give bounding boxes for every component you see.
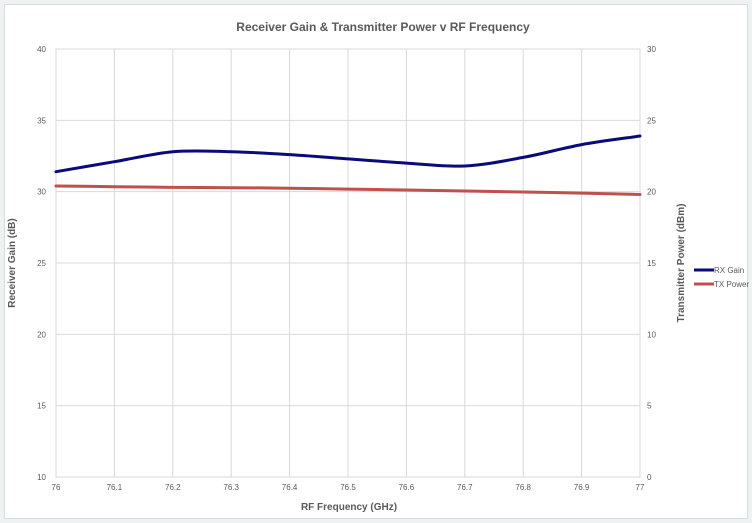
legend-label-rx-gain: RX Gain [714, 266, 744, 275]
x-tick-label: 76.1 [107, 483, 123, 492]
x-tick-label: 76.6 [399, 483, 415, 492]
x-tick-label: 77 [636, 483, 645, 492]
series-line-rx-gain [54, 134, 642, 174]
x-tick-label: 76.4 [282, 483, 298, 492]
y-tick-label: 40 [37, 45, 46, 54]
series-lines [54, 134, 642, 196]
y2-axis-title: Transmitter Power (dBm) [676, 204, 687, 323]
chart-card [4, 4, 748, 519]
x-tick-label: 76 [52, 483, 61, 492]
y-tick-label: 30 [37, 188, 46, 197]
y2-tick-label: 15 [647, 259, 656, 268]
y-tick-label: 10 [37, 473, 46, 482]
y-tick-label: 20 [37, 330, 46, 339]
x-tick-label: 76.2 [165, 483, 181, 492]
y-tick-label: 35 [37, 116, 46, 125]
y2-tick-label: 5 [647, 402, 652, 411]
x-axis-title: RF Frequency (GHz) [301, 502, 397, 513]
ticks: 76 76.1 76.2 76.3 76.4 76.5 76.6 76.7 76.8 76.9 77… [37, 45, 656, 492]
y2-tick-label: 0 [647, 473, 652, 482]
x-tick-label: 76.9 [574, 483, 590, 492]
x-tick-label: 76.3 [223, 483, 239, 492]
x-tick-label: 76.7 [457, 483, 473, 492]
series-line-tx-power [54, 184, 642, 196]
x-tick-label: 76.5 [340, 483, 356, 492]
legend-label-tx-power: TX Power [714, 280, 749, 289]
y-tick-label: 15 [37, 402, 46, 411]
legend: RX Gain TX Power [694, 266, 749, 289]
y2-tick-label: 30 [647, 45, 656, 54]
y2-tick-label: 25 [647, 116, 656, 125]
chart-title: Receiver Gain & Transmitter Power v RF F… [236, 20, 530, 34]
grid [55, 48, 641, 478]
x-tick-label: 76.8 [515, 483, 531, 492]
y2-tick-label: 10 [647, 330, 656, 339]
y-axis-title: Receiver Gain (dB) [7, 218, 18, 307]
y2-tick-label: 20 [647, 188, 656, 197]
y-tick-label: 25 [37, 259, 46, 268]
